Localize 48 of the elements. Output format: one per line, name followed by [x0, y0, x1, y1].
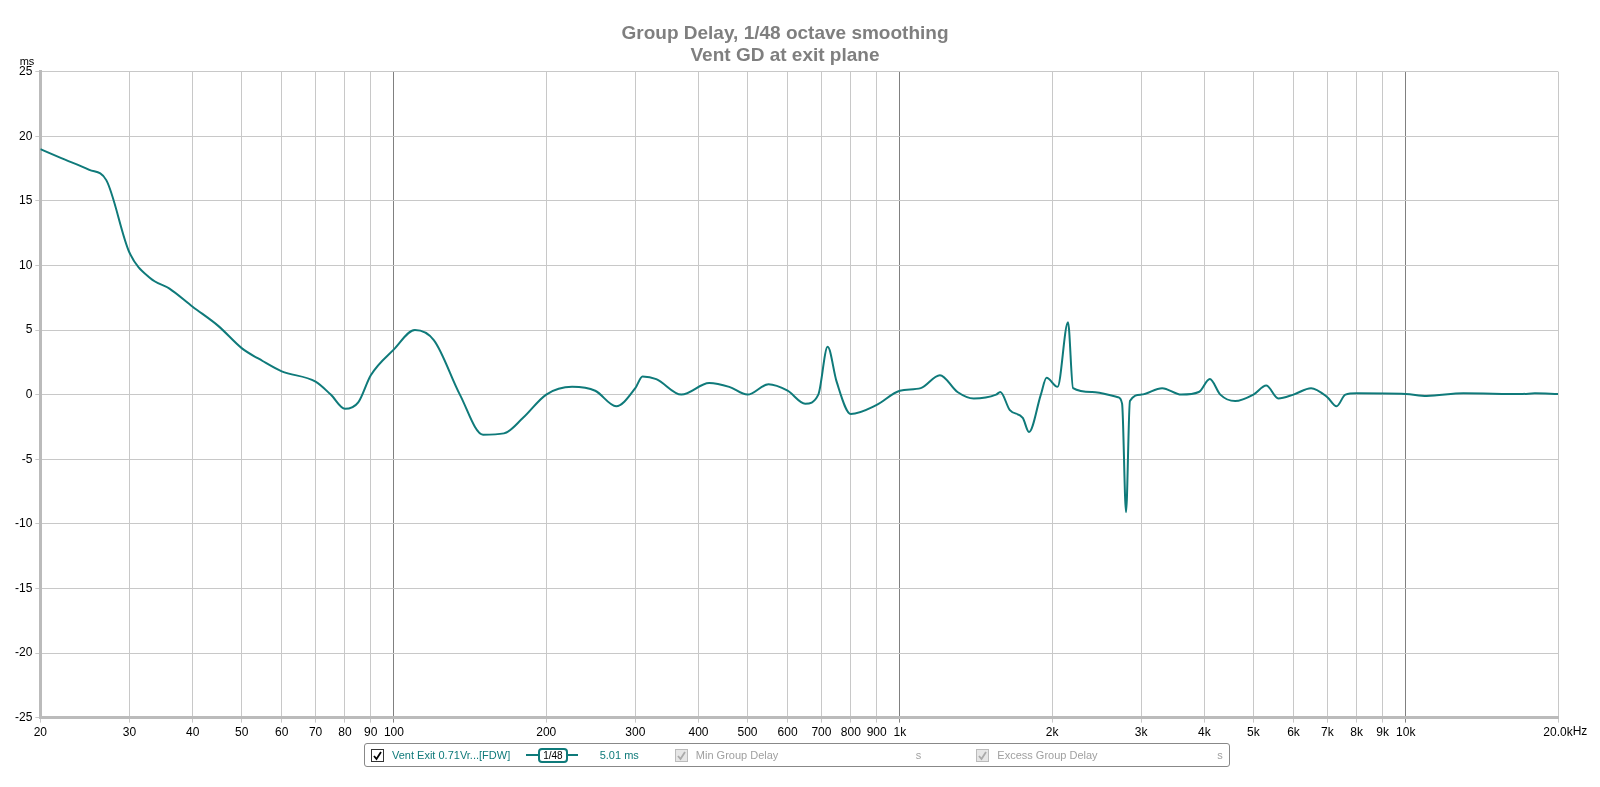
chart-title: Group Delay, 1/48 octave smoothing	[621, 21, 949, 43]
y-tick-label: 15	[18, 193, 33, 208]
x-tick-label: 50	[234, 725, 249, 740]
x-tick-label: 5k	[1247, 725, 1261, 740]
y-tick-label: 5	[25, 322, 33, 337]
x-tick-label: 90	[364, 725, 378, 740]
y-tick-label: -25	[15, 709, 33, 724]
text: 1/48	[538, 747, 568, 763]
y-tick-label: 0	[25, 386, 33, 401]
x-tick-label: 1k	[893, 725, 908, 740]
x-tick-label: 500	[737, 725, 758, 740]
y-axis-title: ms	[19, 55, 35, 68]
y-tick-label: 10	[18, 257, 33, 272]
x-tick-label: 800	[840, 725, 862, 740]
y-tick-label: -15	[15, 580, 33, 595]
x-tick-label: 3k	[1134, 725, 1149, 740]
chart-subtitle: Vent GD at exit plane	[690, 44, 880, 66]
x-tick-label: 2k	[1045, 725, 1060, 740]
x-tick-label: 9k	[1376, 725, 1390, 740]
x-tick-label: 600	[777, 725, 798, 740]
y-tick-label: -5	[21, 451, 33, 466]
x-tick-label: 100	[383, 725, 405, 740]
x-axis-title: Hz	[1572, 723, 1588, 738]
x-tick-label: 70	[308, 725, 323, 740]
y-tick-label: -10	[15, 516, 33, 531]
text: s	[915, 749, 922, 761]
y-tick-label: 20	[18, 128, 33, 143]
x-tick-label: 20.0k	[1543, 725, 1574, 740]
x-tick-label: 200	[536, 725, 557, 740]
text: s	[1217, 749, 1223, 761]
x-tick-label: 10k	[1396, 725, 1417, 740]
y-tick-label: -20	[15, 645, 33, 660]
x-tick-label: 30	[122, 725, 137, 740]
x-tick-label: 80	[338, 725, 352, 740]
x-tick-label: 4k	[1198, 725, 1212, 740]
text: Vent Exit 0.71Vr...[FDW]	[392, 749, 511, 761]
text: 5.01 ms	[599, 749, 639, 761]
x-tick-label: 900	[866, 725, 888, 740]
x-tick-label: 8k	[1350, 725, 1365, 740]
x-tick-label: 400	[688, 725, 709, 740]
x-tick-label: 700	[811, 725, 832, 740]
x-tick-label: 300	[625, 725, 646, 740]
x-tick-label: 6k	[1287, 725, 1301, 740]
x-tick-label: 60	[275, 725, 289, 740]
x-tick-label: 40	[185, 725, 200, 740]
x-tick-label: 7k	[1321, 725, 1335, 740]
text: Excess Group Delay	[997, 749, 1099, 761]
text: Min Group Delay	[695, 749, 780, 761]
